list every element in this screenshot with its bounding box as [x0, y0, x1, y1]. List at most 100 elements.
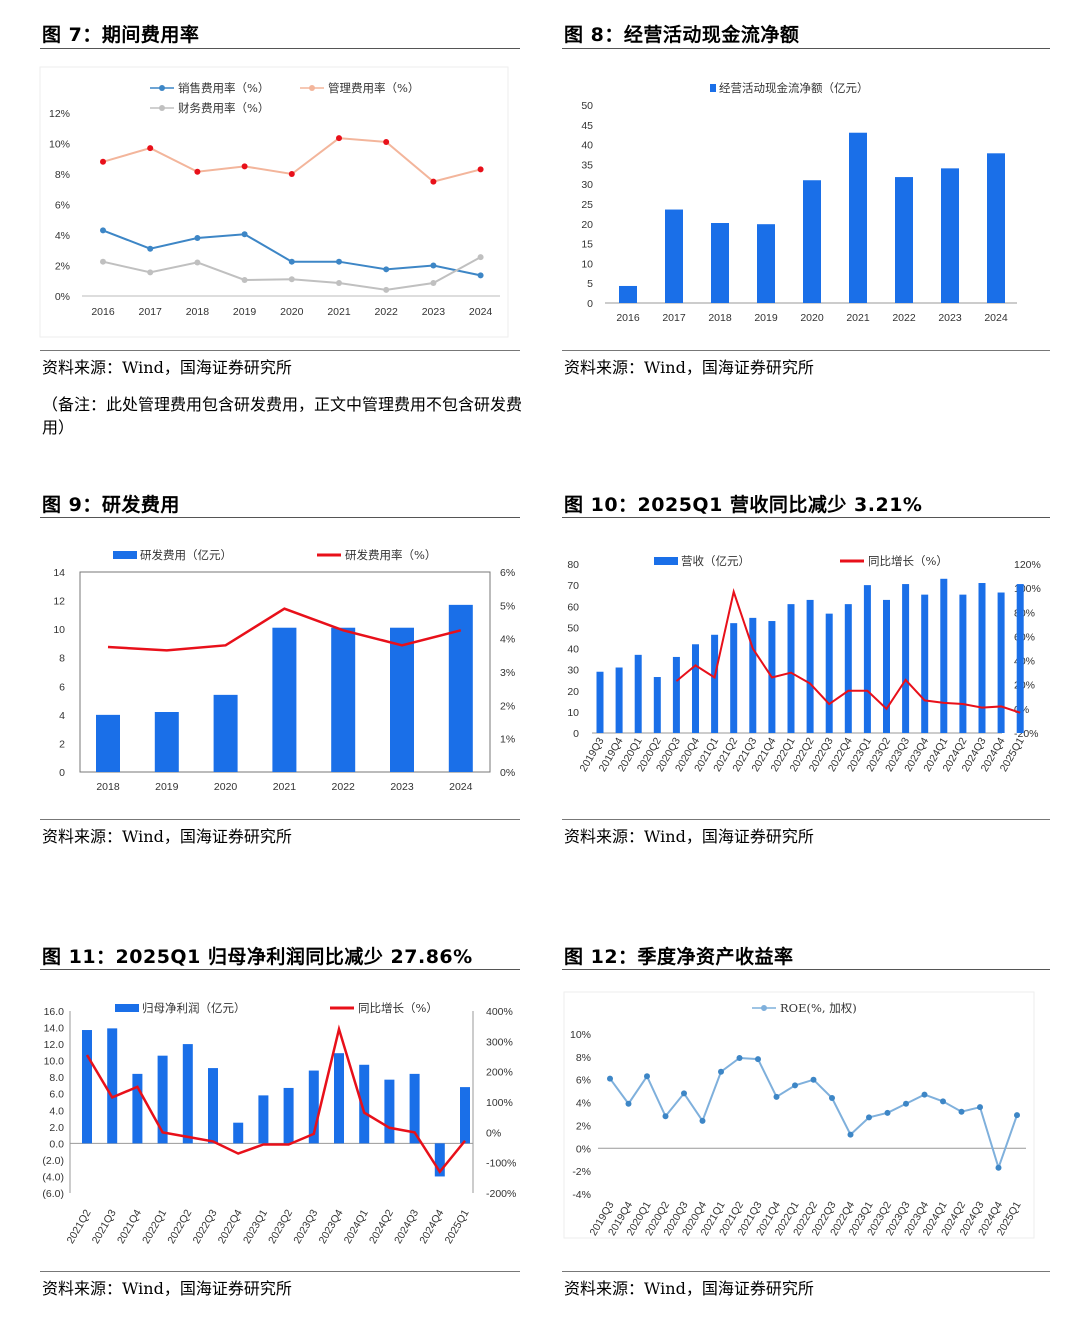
- fig12-y-tick-label: 10%: [570, 1029, 591, 1041]
- fig8-bar: [987, 153, 1005, 303]
- fig7-frame: [39, 66, 509, 338]
- fig7-y-tick-label: 12%: [49, 108, 70, 120]
- fig7-legend-sales-label: 销售费用率（%）: [178, 81, 269, 95]
- fig8-y-tick-label: 10: [581, 258, 593, 270]
- fig10-bar: [692, 644, 699, 733]
- fig12-y-tick-label: 4%: [576, 1098, 591, 1110]
- fig7-legend-sales-marker: [159, 85, 165, 91]
- fig7-x-tick-label: 2021: [327, 306, 351, 318]
- fig9-y2-tick-label: 0%: [500, 767, 515, 779]
- fig8-x-tick-label: 2022: [892, 312, 916, 324]
- fig10-legend-revenue-label: 营收（亿元）: [681, 554, 750, 568]
- fig7-data-point: [241, 163, 248, 170]
- fig10-chart: 01020304050607080-20%0%20%40%60%80%100%1…: [567, 554, 1041, 774]
- fig9-bar: [448, 604, 473, 772]
- fig8-bar: [895, 177, 913, 303]
- fig12-bottom-rule: [562, 1271, 1050, 1272]
- fig11-top-rule: [40, 969, 520, 970]
- fig11-legend-yoy-label: 同比增长（%）: [358, 1001, 438, 1015]
- fig9-y-tick-label: 14: [53, 567, 65, 579]
- fig10-bar: [653, 677, 661, 733]
- fig7-legend-admin-marker: [309, 85, 315, 91]
- fig7-data-point: [430, 280, 437, 287]
- fig7-data-point: [430, 178, 437, 185]
- fig9-bar: [154, 712, 179, 772]
- fig12-source: 资料来源：Wind，国海证券研究所: [564, 1279, 814, 1298]
- fig7-data-point: [194, 259, 201, 266]
- fig11-y-tick-label: 12.0: [44, 1039, 65, 1051]
- fig10-bar: [730, 623, 738, 733]
- fig7-legend-finance-label: 财务费用率（%）: [178, 101, 269, 115]
- fig8-bottom-rule: [562, 350, 1050, 351]
- fig12-data-point: [773, 1093, 780, 1100]
- fig8-legend-cashflow-swatch: [710, 84, 716, 92]
- fig11-y-tick-label: 10.0: [44, 1056, 65, 1068]
- fig9-y-tick-label: 8: [59, 653, 65, 665]
- fig7-data-point: [383, 266, 390, 273]
- fig11-y2-tick-label: -200%: [486, 1188, 516, 1200]
- fig12-data-point: [995, 1164, 1002, 1171]
- fig12-data-point: [1014, 1112, 1020, 1119]
- fig10-top-rule: [562, 517, 1050, 518]
- fig10-bottom-rule: [562, 819, 1050, 820]
- fig10-y2-tick-label: 120%: [1014, 559, 1041, 571]
- fig7-series-line: [102, 229, 481, 277]
- fig11-y-tick-label: (6.0): [42, 1188, 64, 1200]
- fig11-y-tick-label: (4.0): [42, 1171, 64, 1183]
- fig11-legend-profit-swatch: [115, 1004, 139, 1012]
- fig7-data-point: [383, 138, 390, 145]
- fig10-y-tick-label: 20: [567, 686, 579, 698]
- fig11-bar: [434, 1143, 445, 1177]
- fig11-bar: [157, 1055, 168, 1144]
- fig8-bar: [711, 223, 729, 303]
- fig11-y-tick-label: (2.0): [42, 1155, 64, 1167]
- fig11-y-tick-label: 0.0: [49, 1138, 64, 1150]
- fig7-x-tick-label: 2019: [233, 306, 257, 318]
- fig8-bar: [803, 180, 821, 303]
- fig11-bottom-rule: [40, 1271, 520, 1272]
- fig11-y2-tick-label: 100%: [486, 1097, 513, 1109]
- fig11-y2-tick-label: 200%: [486, 1067, 513, 1079]
- fig9-bar: [390, 627, 414, 772]
- fig11-y-tick-label: 14.0: [44, 1023, 65, 1035]
- fig11-title: 图 11：2025Q1 归母净利润同比减少 27.86%: [42, 946, 473, 968]
- fig10-source: 资料来源：Wind，国海证券研究所: [564, 827, 814, 846]
- fig12-data-point: [755, 1056, 761, 1063]
- fig11-y-tick-label: 8.0: [49, 1072, 64, 1084]
- fig11-bar: [409, 1073, 420, 1144]
- fig8-x-tick-label: 2020: [800, 312, 824, 324]
- fig12-frame: [563, 991, 1035, 1239]
- fig10-bar: [940, 578, 948, 733]
- fig9-y-tick-label: 10: [53, 624, 65, 636]
- fig12-y-tick-label: 6%: [576, 1075, 591, 1087]
- fig7-x-tick-label: 2017: [139, 306, 163, 318]
- fig10-y-tick-label: 60: [567, 601, 579, 613]
- fig9-y-tick-label: 4: [59, 710, 65, 722]
- fig10-y-tick-label: 50: [567, 622, 579, 634]
- fig11-y-tick-label: 16.0: [44, 1006, 65, 1018]
- fig10-bar: [1016, 584, 1024, 733]
- fig12-title: 图 12：季度净资产收益率: [564, 946, 794, 968]
- fig9-title: 图 9：研发费用: [42, 494, 180, 516]
- fig8-title: 图 8：经营活动现金流净额: [564, 24, 800, 46]
- fig9-legend-rd-label: 研发费用（亿元）: [140, 548, 232, 562]
- fig7-chart: 0% 2% 4% 6% 8% 10% 12% 2016 2017 2018 2019 2020 2021…: [39, 66, 509, 338]
- fig11-bar: [359, 1064, 370, 1144]
- fig10-bar: [883, 599, 890, 733]
- fig12-data-point: [903, 1100, 909, 1107]
- fig7-y-tick-label: 6%: [55, 200, 70, 212]
- fig8-bar: [619, 285, 637, 303]
- fig9-source: 资料来源：Wind，国海证券研究所: [42, 827, 292, 846]
- fig11-y2-tick-label: -100%: [486, 1158, 516, 1170]
- fig7-legend-finance-marker: [159, 105, 165, 111]
- fig12-data-point: [625, 1100, 632, 1107]
- fig11-source: 资料来源：Wind，国海证券研究所: [42, 1279, 292, 1298]
- fig8-top-rule: [562, 48, 1050, 49]
- fig8-y-tick-label: 0: [587, 298, 593, 310]
- fig7-y-tick-label: 4%: [55, 230, 70, 242]
- fig11-bar: [308, 1070, 319, 1144]
- fig9-bottom-rule: [40, 819, 520, 820]
- fig11-yoy-line: [85, 1024, 466, 1174]
- fig10-y-tick-label: 40: [567, 644, 579, 656]
- fig10-bar: [596, 671, 604, 733]
